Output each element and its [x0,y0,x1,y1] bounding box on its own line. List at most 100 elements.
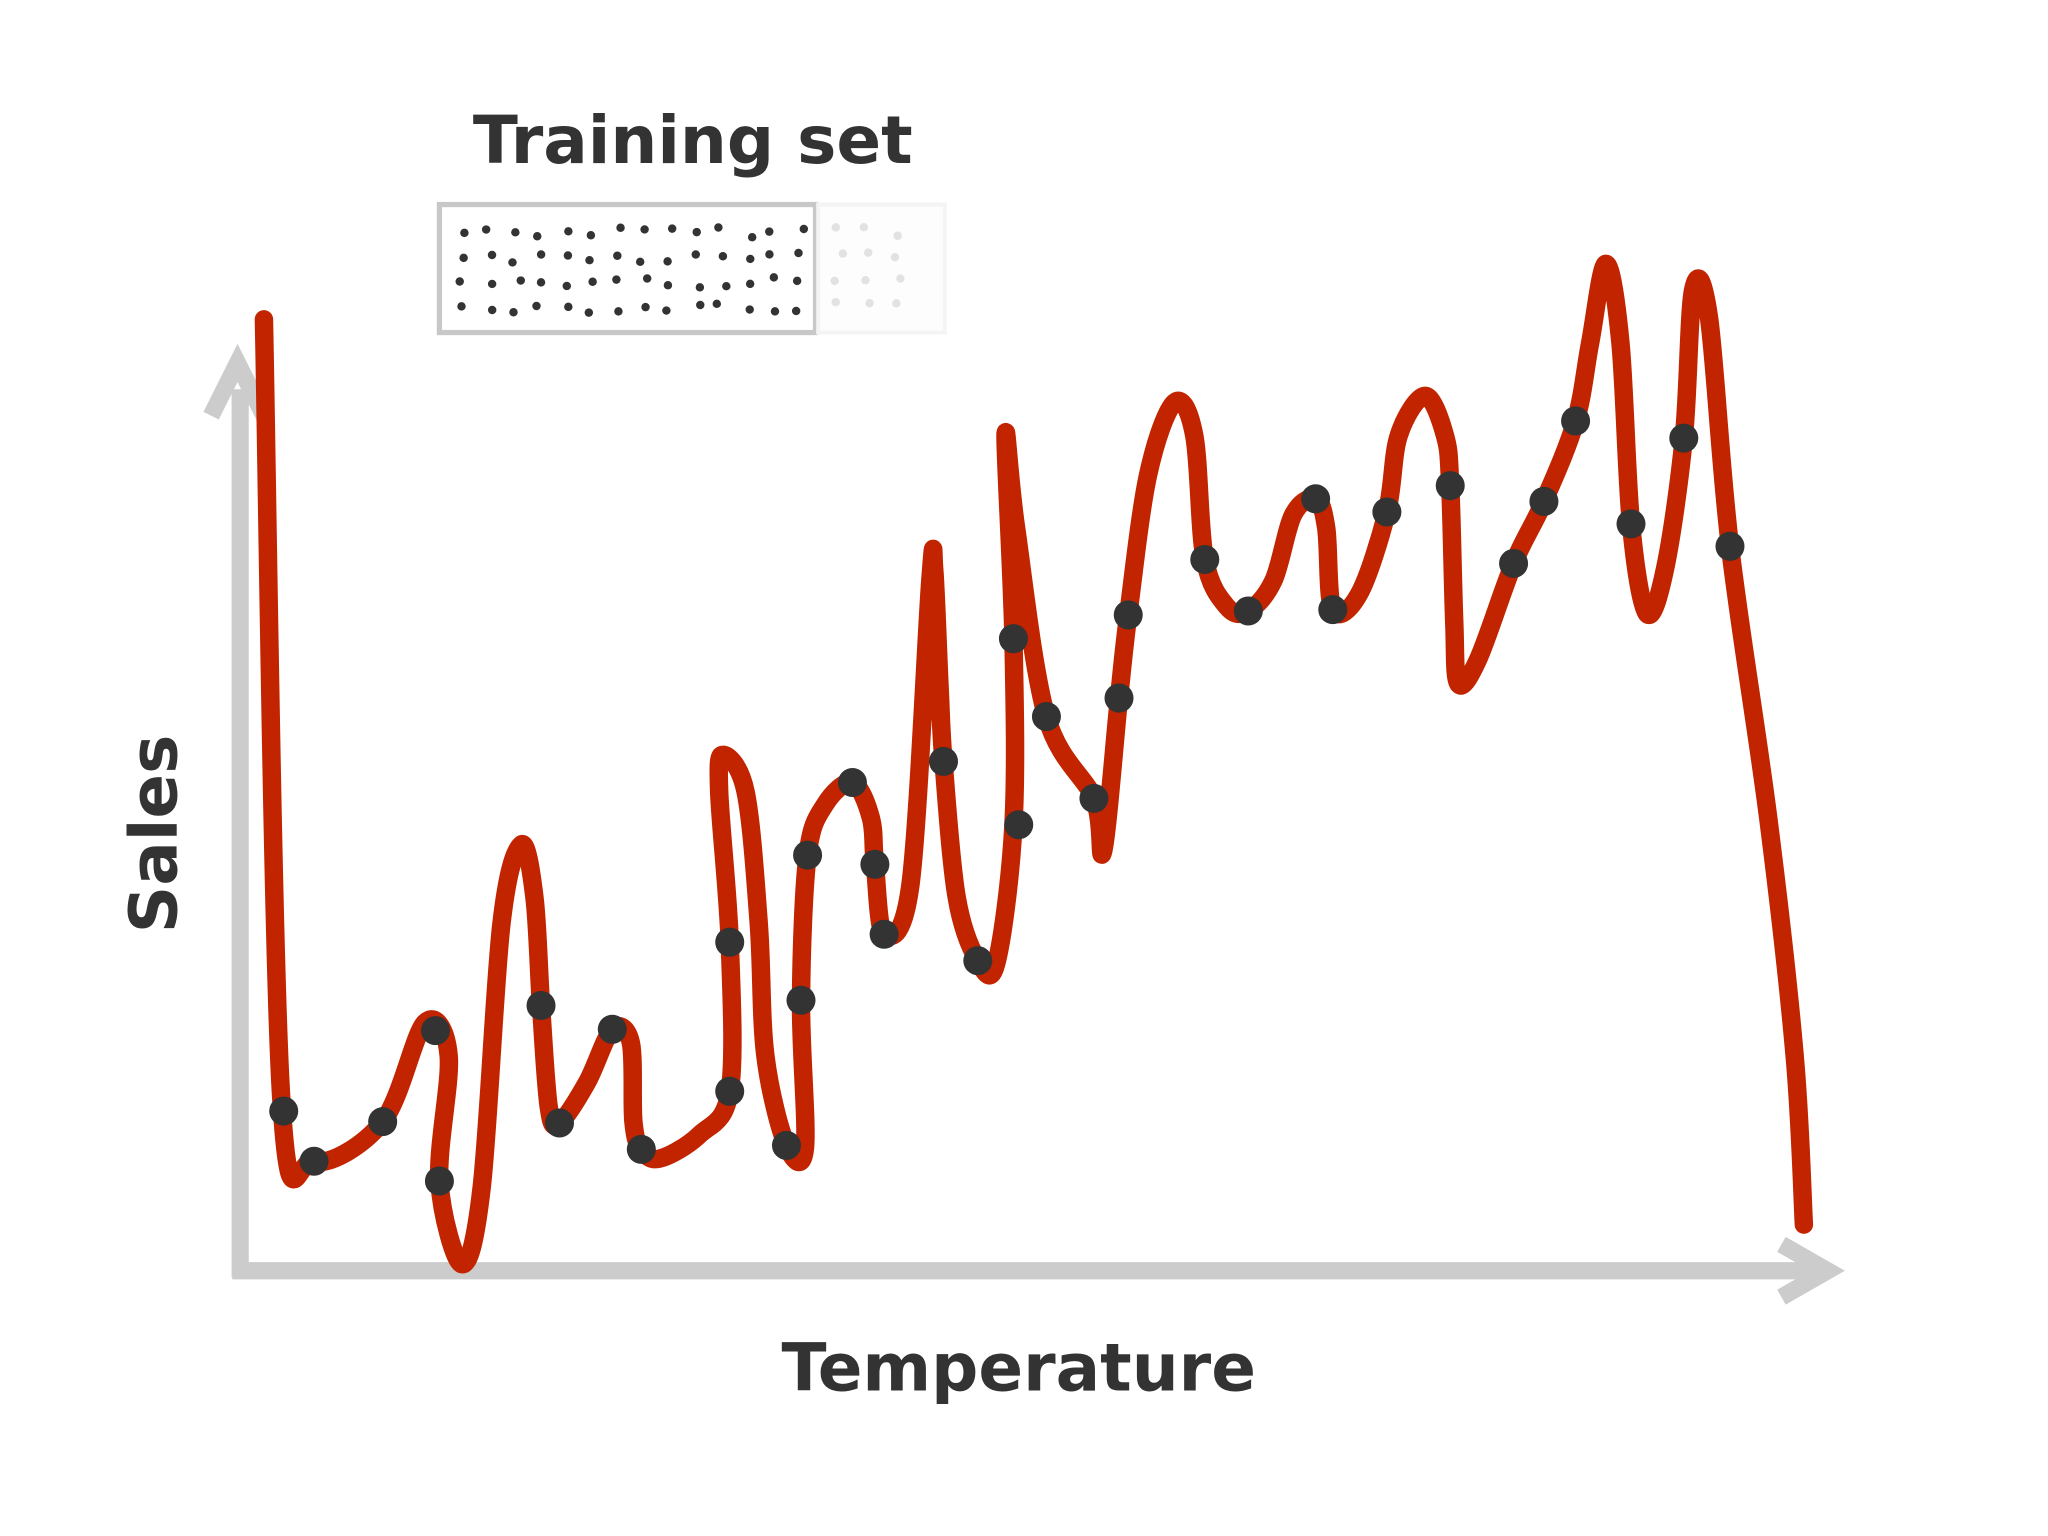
dot [696,300,705,310]
dot [511,228,520,237]
dot [536,250,546,259]
faint-dot [830,276,839,286]
faint-dot [896,274,905,283]
point [1079,783,1109,813]
faint-dot [831,223,840,232]
point [1499,548,1529,578]
point [998,624,1028,654]
faint-dot [890,252,900,262]
dot [642,274,652,283]
dot [718,252,728,261]
faint-dot [861,276,870,285]
point [1004,810,1034,840]
point [1669,423,1699,453]
dot [459,253,468,263]
dot [635,257,645,267]
fit-curve [254,254,1814,1274]
training-dots [455,222,905,317]
dot [770,307,780,316]
x-axis-label: Temperature [781,1329,1256,1406]
point [860,849,890,879]
point [299,1146,329,1176]
dot [616,223,625,233]
point [269,1096,299,1126]
point [1372,497,1402,527]
dot [584,308,594,317]
point [597,1014,627,1044]
point [963,946,993,976]
dot [460,228,469,238]
dot [746,254,755,264]
dot [641,302,650,312]
dot [691,250,700,259]
dot [562,281,571,291]
point [786,985,816,1015]
dot [588,277,597,286]
point [424,1166,454,1196]
dot [663,257,672,266]
dot [791,306,801,316]
dot [765,250,774,259]
point [526,991,556,1021]
point [1435,471,1465,501]
faint-dot [865,298,874,308]
point [1529,486,1559,516]
point [793,840,823,870]
point [626,1134,656,1164]
dot [564,227,573,236]
point [771,1130,801,1160]
dot [487,250,497,260]
point [368,1107,398,1137]
point [928,746,959,776]
point [1318,595,1348,625]
dot [640,225,649,234]
y-axis-arrow [203,343,272,420]
dot [457,302,466,311]
dot [765,227,774,236]
point [1113,600,1143,630]
dot [481,225,491,234]
dot [712,299,722,309]
training-box [436,201,819,336]
dot [455,277,464,286]
dot [792,276,802,286]
faint-dot [892,299,901,308]
dot [614,307,623,316]
dot [613,251,622,260]
dot [612,275,621,284]
point [1190,544,1220,575]
point [1104,683,1134,713]
dot [745,305,754,314]
point [1616,509,1646,539]
y-axis-label: Sales [115,735,192,934]
dot [663,280,673,290]
dot [532,301,541,311]
point [1301,484,1331,514]
data-points [269,406,1745,1196]
point [1233,596,1263,626]
dot [564,302,573,312]
faint-dot [859,222,869,232]
dot [667,224,677,233]
training-set-title: Training set [473,102,913,179]
dot [722,281,731,291]
point [837,768,867,798]
faint-dot [831,297,840,307]
point [715,927,745,957]
dot [714,223,723,232]
dot [516,276,525,285]
dot [536,278,546,287]
dot [586,230,596,240]
point [869,919,899,949]
point [420,1016,450,1046]
dot [509,308,518,317]
point [1715,531,1745,561]
faint-dot [893,231,902,240]
dot [508,258,517,267]
dot [695,283,705,292]
dot [585,255,594,265]
dot [769,273,779,282]
dot [487,279,497,289]
